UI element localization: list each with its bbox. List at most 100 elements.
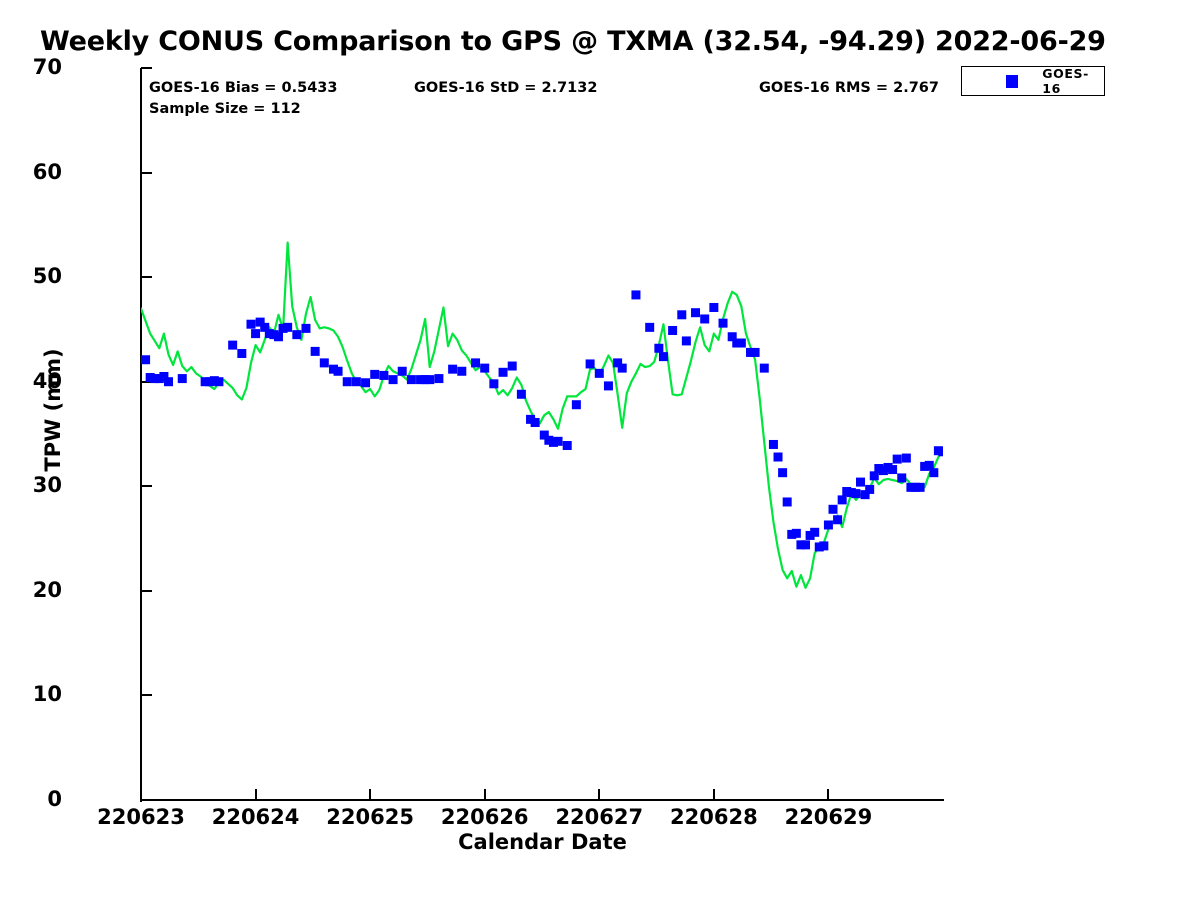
data-point-goes16	[658, 352, 668, 362]
data-point-goes16	[801, 540, 811, 550]
data-point-goes16	[691, 308, 701, 318]
x-tick	[140, 789, 142, 800]
data-point-goes16	[668, 325, 678, 335]
data-point-goes16	[406, 375, 416, 385]
y-tick	[141, 485, 152, 488]
data-point-goes16	[750, 347, 760, 357]
y-tick	[141, 67, 152, 69]
stat-bias: GOES-16 Bias = 0.5433	[149, 80, 338, 96]
data-point-goes16	[906, 482, 916, 492]
data-point-goes16	[732, 338, 742, 348]
x-tick-label: 220625	[326, 805, 414, 829]
y-tick	[141, 799, 152, 801]
data-point-goes16	[773, 452, 783, 462]
data-point-goes16	[283, 322, 293, 332]
data-point-goes16	[617, 363, 627, 373]
data-point-goes16	[878, 466, 888, 476]
data-point-goes16	[553, 436, 563, 446]
data-point-goes16	[924, 460, 934, 470]
series-line-gps	[141, 241, 943, 589]
data-point-goes16	[379, 370, 389, 380]
x-axis-line	[140, 799, 944, 801]
data-point-goes16	[915, 482, 925, 492]
data-point-goes16	[159, 371, 169, 381]
x-tick	[712, 789, 715, 800]
x-tick	[369, 789, 372, 800]
data-point-goes16	[645, 322, 655, 332]
x-tick	[254, 789, 257, 800]
data-point-goes16	[874, 464, 884, 474]
data-point-goes16	[361, 378, 371, 388]
page-title: Weekly CONUS Comparison to GPS @ TXMA (3…	[40, 26, 1106, 57]
data-point-goes16	[333, 366, 343, 376]
data-point-goes16	[736, 338, 746, 348]
data-point-goes16	[860, 490, 870, 500]
y-axis-title: TPW (mm)	[41, 348, 65, 472]
data-point-goes16	[869, 471, 879, 481]
data-point-goes16	[791, 528, 801, 538]
data-point-goes16	[933, 446, 943, 456]
data-point-goes16	[273, 332, 283, 342]
data-point-goes16	[865, 484, 875, 494]
y-tick	[141, 171, 152, 174]
data-point-goes16	[420, 375, 430, 385]
plot-svg	[141, 241, 943, 589]
data-point-goes16	[897, 473, 907, 483]
x-tick	[483, 789, 486, 800]
data-point-goes16	[228, 340, 238, 350]
y-tick-label: 60	[32, 159, 62, 184]
y-axis-line	[140, 68, 142, 802]
data-point-goes16	[205, 377, 215, 387]
data-point-goes16	[787, 529, 797, 539]
data-point-goes16	[177, 374, 187, 384]
data-point-goes16	[292, 330, 302, 340]
data-point-goes16	[677, 310, 687, 320]
x-tick-label: 220628	[670, 805, 758, 829]
data-point-goes16	[814, 542, 824, 552]
data-point-goes16	[214, 377, 224, 387]
stat-rms: GOES-16 RMS = 2.767	[759, 80, 939, 96]
data-point-goes16	[154, 374, 164, 384]
data-point-goes16	[805, 530, 815, 540]
data-point-goes16	[833, 515, 843, 525]
legend-swatch-goes16	[1006, 74, 1019, 88]
data-point-goes16	[370, 369, 380, 379]
data-point-goes16	[796, 540, 806, 550]
data-point-goes16	[164, 377, 173, 387]
data-point-goes16	[278, 323, 288, 333]
data-point-goes16	[823, 520, 833, 530]
data-point-goes16	[819, 541, 829, 551]
data-point-goes16	[310, 346, 320, 356]
data-point-goes16	[768, 439, 778, 449]
data-point-goes16	[480, 363, 490, 373]
x-tick	[827, 789, 830, 800]
data-point-goes16	[631, 290, 641, 300]
data-point-goes16	[388, 375, 398, 385]
data-point-goes16	[328, 364, 338, 374]
x-tick-label: 220629	[784, 805, 873, 829]
data-point-goes16	[319, 358, 329, 368]
data-point-goes16	[145, 373, 155, 383]
plot-area	[141, 68, 943, 800]
data-point-goes16	[700, 314, 710, 324]
data-point-goes16	[246, 319, 256, 329]
data-point-goes16	[209, 376, 219, 386]
data-point-goes16	[613, 358, 623, 368]
y-tick-label: 40	[32, 368, 62, 393]
data-point-goes16	[264, 329, 274, 339]
data-point-goes16	[548, 437, 558, 447]
data-point-goes16	[434, 374, 444, 384]
data-point-goes16	[562, 441, 572, 450]
data-point-goes16	[397, 366, 407, 376]
x-tick-label: 220623	[97, 805, 185, 829]
data-point-goes16	[718, 318, 728, 328]
data-point-goes16	[603, 381, 613, 391]
x-tick-label: 220624	[211, 805, 300, 829]
data-point-goes16	[457, 366, 467, 376]
data-point-goes16	[255, 317, 265, 327]
data-point-goes16	[471, 358, 481, 368]
data-point-goes16	[746, 347, 756, 357]
x-tick	[598, 789, 601, 800]
data-point-goes16	[938, 447, 943, 457]
